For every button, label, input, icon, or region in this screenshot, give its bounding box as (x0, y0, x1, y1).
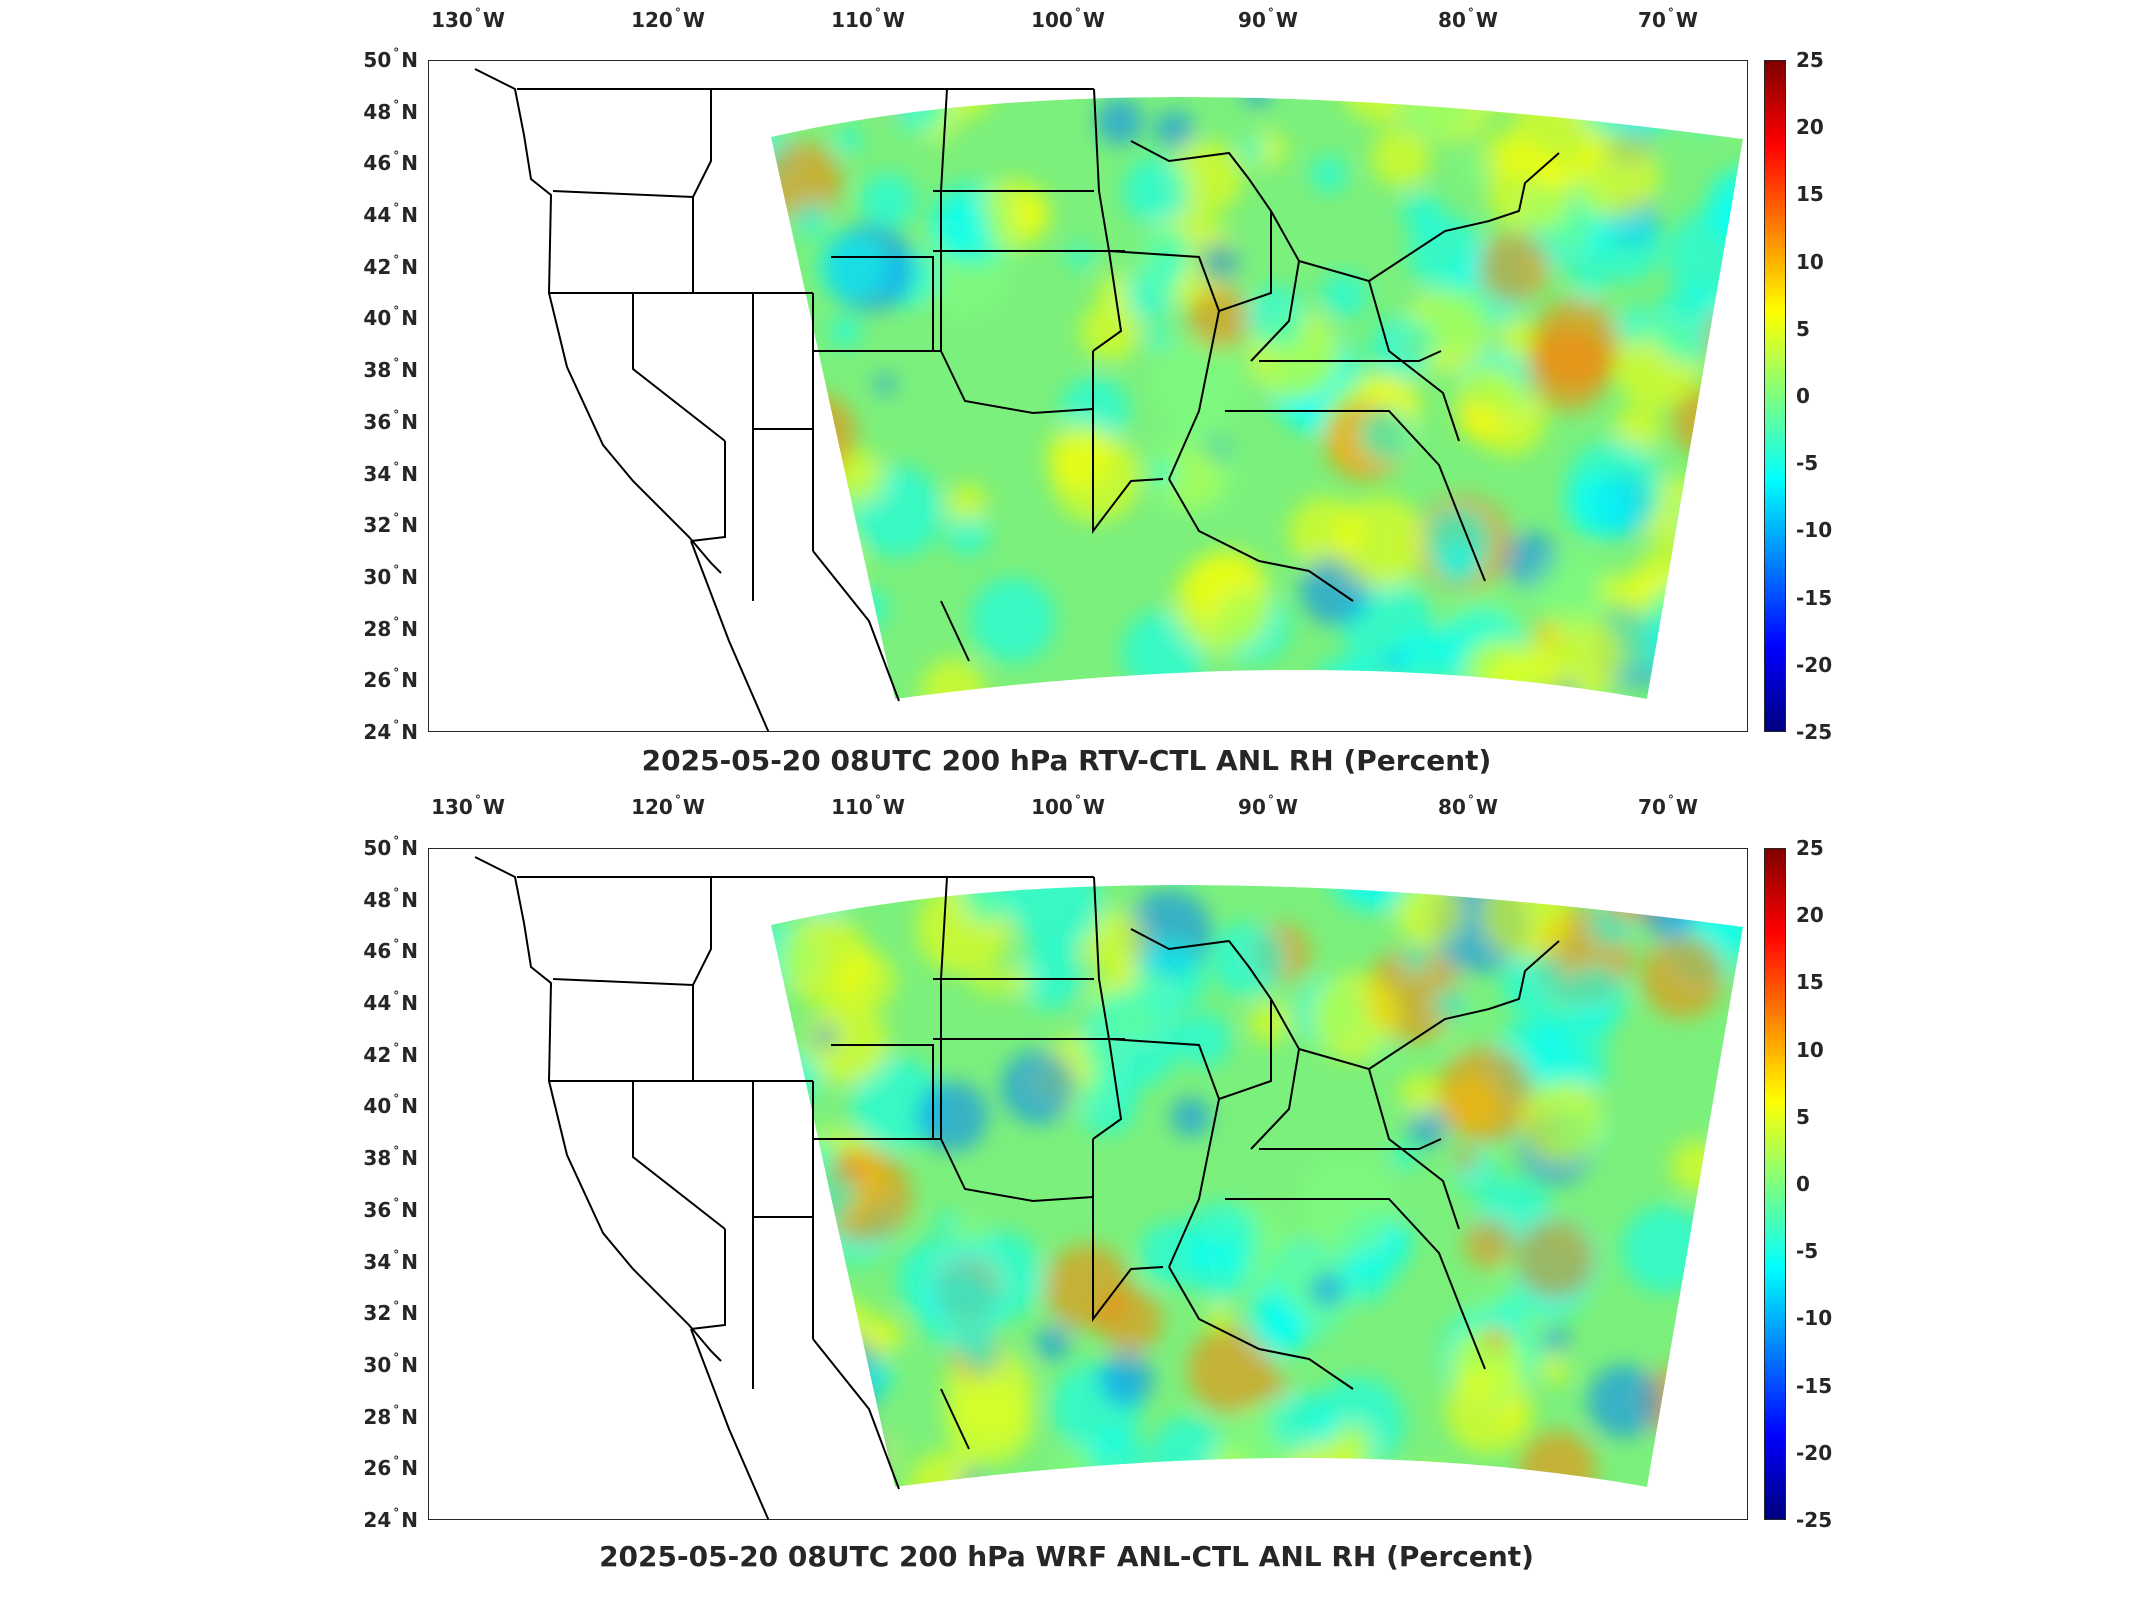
colorbar-tick-label: 10 (1796, 1037, 1824, 1062)
colorbar-tick-label: -15 (1796, 1373, 1833, 1398)
latitude-tick-label: 44 ° N (363, 989, 418, 1016)
map-frame (428, 60, 1748, 732)
longitude-tick-label: 70 ° W (1638, 6, 1698, 32)
latitude-tick-label: 36 ° N (363, 1195, 418, 1222)
rh-difference-map (474, 68, 1743, 731)
colorbar-tick-label: -25 (1796, 1508, 1833, 1532)
colorbar-tick-label: 25 (1796, 48, 1824, 72)
rh-difference-map (474, 856, 1743, 1519)
latitude-tick-label: 30 ° N (363, 1350, 418, 1377)
latitude-tick-label: 46 ° N (363, 937, 418, 964)
colorbar-tick-label: 5 (1796, 1104, 1810, 1129)
state-borders (474, 856, 1560, 1519)
longitude-tick-label: 80 ° W (1438, 793, 1498, 819)
latitude-tick-label: 36 ° N (363, 407, 418, 434)
latitude-tick-label: 48 ° N (363, 885, 418, 912)
longitude-tick-label: 100 ° W (1031, 793, 1105, 819)
panel-title: 2025-05-20 08UTC 200 hPa RTV-CTL ANL RH … (641, 744, 1492, 777)
state-borders (474, 68, 1560, 731)
latitude-tick-label: 24 ° N (363, 1506, 418, 1532)
longitude-tick-label: 120 ° W (631, 793, 705, 819)
colorbar-tick-label: 0 (1796, 384, 1810, 408)
colorbar-tick-label: -10 (1796, 1306, 1833, 1331)
latitude-tick-label: 38 ° N (363, 1144, 418, 1171)
colorbar (1764, 60, 1786, 732)
map-panel-top: 130 ° W 120 ° W 110 ° W 100 ° W 90 ° W 80 ° W 70 ° W 50 ° N 48 °… (0, 0, 2133, 790)
colorbar-tick-label: -20 (1796, 1440, 1833, 1465)
colorbar-tick-label: -5 (1796, 451, 1819, 476)
latitude-tick-label: 30 ° N (363, 562, 418, 589)
colorbar-tick-label: 20 (1796, 903, 1824, 928)
colorbar-tick-label: 25 (1796, 836, 1824, 860)
colorbar-tick-label: -15 (1796, 585, 1833, 610)
latitude-tick-label: 44 ° N (363, 201, 418, 228)
latitude-tick-label: 40 ° N (363, 304, 418, 331)
longitude-tick-label: 120 ° W (631, 6, 705, 32)
latitude-tick-label: 40 ° N (363, 1092, 418, 1119)
colorbar-tick-label: 10 (1796, 249, 1824, 274)
longitude-tick-label: 130 ° W (431, 6, 505, 32)
longitude-tick-label: 90 ° W (1238, 6, 1298, 32)
map-frame (428, 848, 1748, 1520)
longitude-tick-label: 100 ° W (1031, 6, 1105, 32)
latitude-tick-label: 50 ° N (363, 834, 418, 860)
latitude-tick-label: 32 ° N (363, 1299, 418, 1326)
colorbar-tick-label: -5 (1796, 1239, 1819, 1264)
latitude-tick-label: 34 ° N (363, 459, 418, 486)
rh-field (771, 96, 1743, 700)
longitude-tick-label: 80 ° W (1438, 6, 1498, 32)
latitude-tick-label: 26 ° N (363, 1454, 418, 1481)
latitude-tick-label: 28 ° N (363, 614, 418, 641)
latitude-tick-label: 50 ° N (363, 46, 418, 72)
latitude-tick-label: 42 ° N (363, 1040, 418, 1067)
latitude-tick-label: 38 ° N (363, 356, 418, 383)
colorbar-tick-label: 20 (1796, 115, 1824, 140)
panel-title: 2025-05-20 08UTC 200 hPa WRF ANL-CTL ANL… (599, 1540, 1534, 1573)
latitude-tick-label: 26 ° N (363, 666, 418, 693)
rh-field (771, 884, 1743, 1488)
latitude-tick-label: 34 ° N (363, 1247, 418, 1274)
colorbar-tick-label: 0 (1796, 1172, 1810, 1196)
longitude-tick-label: 110 ° W (831, 6, 905, 32)
colorbar-tick-label: -25 (1796, 720, 1833, 744)
latitude-tick-label: 32 ° N (363, 511, 418, 538)
latitude-tick-label: 48 ° N (363, 97, 418, 124)
latitude-tick-label: 46 ° N (363, 149, 418, 176)
colorbar-tick-label: -10 (1796, 518, 1833, 543)
colorbar-tick-label: -20 (1796, 652, 1833, 677)
longitude-tick-label: 90 ° W (1238, 793, 1298, 819)
colorbar-tick-label: 15 (1796, 182, 1824, 207)
colorbar (1764, 848, 1786, 1520)
longitude-tick-label: 110 ° W (831, 793, 905, 819)
latitude-tick-label: 28 ° N (363, 1402, 418, 1429)
latitude-tick-label: 24 ° N (363, 718, 418, 744)
colorbar-tick-label: 5 (1796, 316, 1810, 341)
colorbar-tick-label: 15 (1796, 970, 1824, 995)
latitude-tick-label: 42 ° N (363, 252, 418, 279)
map-panel-bottom: 130 ° W 120 ° W 110 ° W 100 ° W 90 ° W 80 ° W 70 ° W 50 ° N 48 °… (0, 790, 2133, 1600)
longitude-tick-label: 70 ° W (1638, 793, 1698, 819)
longitude-tick-label: 130 ° W (431, 793, 505, 819)
